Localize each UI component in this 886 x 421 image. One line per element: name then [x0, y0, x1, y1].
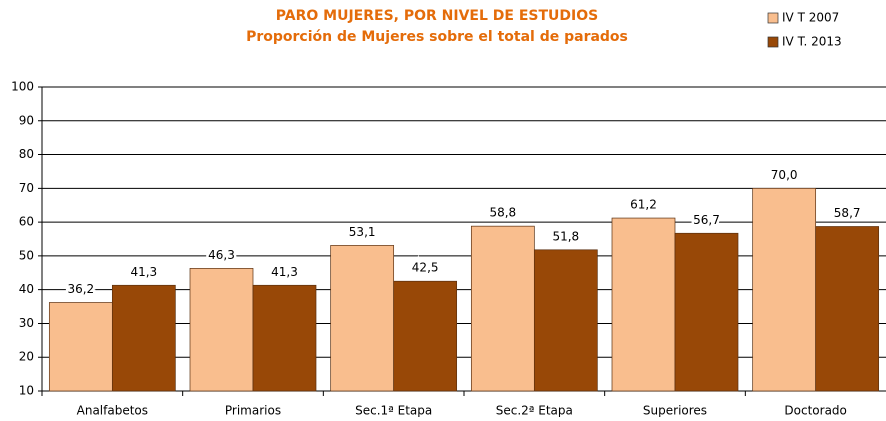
legend-label: IV T 2007 [782, 11, 839, 25]
bar [330, 245, 395, 392]
data-label: 53,1 [349, 225, 376, 239]
data-label: 70,0 [771, 168, 798, 182]
bar [611, 217, 676, 392]
data-label: 56,7 [693, 213, 720, 227]
y-tick-label: 30 [19, 316, 34, 330]
data-label: 41,3 [271, 265, 298, 279]
data-label: 36,2 [67, 282, 94, 296]
x-tick-label: Doctorado [784, 404, 846, 418]
bar [252, 284, 317, 392]
x-tick-label: Analfabetos [77, 404, 148, 418]
y-tick-label: 50 [19, 248, 34, 262]
chart-subtitle: Proporción de Mujeres sobre el total de … [246, 29, 628, 45]
bar [752, 187, 817, 392]
chart-title: PARO MUJERES, POR NIVEL DE ESTUDIOS [276, 8, 598, 24]
y-tick-label: 90 [19, 113, 34, 127]
y-tick-label: 80 [19, 147, 34, 161]
data-label: 51,8 [552, 229, 579, 243]
y-tick-label: 40 [19, 282, 34, 296]
y-tick-label: 60 [19, 215, 34, 229]
legend-swatch [767, 36, 779, 48]
bar [815, 226, 880, 392]
data-label: 46,3 [208, 248, 235, 262]
x-tick-label: Primarios [225, 404, 281, 418]
bar [393, 280, 458, 392]
bar [470, 225, 535, 392]
bar [189, 268, 254, 392]
data-label: 58,8 [489, 206, 516, 220]
data-label: 42,5 [412, 261, 439, 275]
data-label: 41,3 [130, 265, 157, 279]
x-tick-label: Sec.1ª Etapa [355, 404, 432, 418]
y-tick-label: 20 [19, 350, 34, 364]
y-tick-label: 70 [19, 181, 34, 195]
y-tick-label: 10 [19, 384, 34, 398]
legend-swatch [767, 12, 779, 24]
x-tick-label: Superiores [643, 404, 707, 418]
data-label: 61,2 [630, 198, 657, 212]
bar [674, 232, 739, 392]
bar [111, 284, 176, 392]
x-tick-label: Sec.2ª Etapa [496, 404, 573, 418]
bar [533, 249, 598, 392]
data-label: 58,7 [834, 206, 861, 220]
y-tick-label: 100 [11, 80, 34, 94]
bar [48, 302, 113, 392]
legend-label: IV T. 2013 [782, 35, 842, 49]
